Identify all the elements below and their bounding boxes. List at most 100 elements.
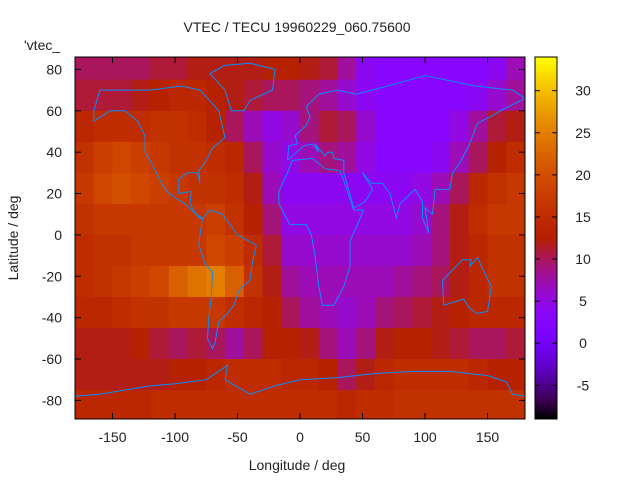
y-tick-label: 60 [46,103,62,119]
heatmap-cell [393,327,413,360]
heatmap-cell [506,110,526,143]
heatmap-cell [506,327,526,360]
heatmap-cell [150,359,170,391]
heatmap-cell [356,234,376,267]
heatmap-cell [187,110,207,143]
y-axis-label: Latitude / deg [5,196,21,281]
legend-label: 'vtec_ [24,37,60,53]
heatmap-cell [93,327,113,360]
heatmap-cell [281,79,301,112]
heatmap-cell [318,203,338,236]
heatmap-cell [112,57,132,81]
heatmap-cell [431,172,451,205]
heatmap-cell [75,57,95,81]
heatmap-cell [150,203,170,236]
heatmap-cell [225,265,245,298]
heatmap-cell [93,359,113,391]
heatmap-cell [112,141,132,174]
heatmap-cell [393,203,413,236]
heatmap-cell [225,57,245,81]
heatmap-cell [393,57,413,81]
heatmap-cell [112,359,132,391]
heatmap-cell [506,141,526,174]
heatmap-cell [506,296,526,329]
heatmap-cell [187,203,207,236]
heatmap-cell [75,172,95,205]
heatmap-cell [131,57,151,81]
heatmap-cell [356,327,376,360]
heatmap-cell [243,234,263,267]
heatmap-cell [75,234,95,267]
heatmap-cell [243,172,263,205]
heatmap-cell [168,141,188,174]
heatmap-cell [300,57,320,81]
heatmap-cell [393,172,413,205]
heatmap-cell [281,390,301,420]
heatmap-cell [262,141,282,174]
heatmap-cell [300,203,320,236]
coastline-north-america [93,85,226,219]
heatmap-cell [375,296,395,329]
heatmap-cell [356,172,376,205]
coastline-antarctica [74,364,526,397]
heatmap-cell [150,327,170,360]
heatmap-cell [487,234,507,267]
heatmap-cell [131,359,151,391]
heatmap-cell [356,265,376,298]
colorbar-tick-label: -5 [577,377,590,393]
heatmap-cell [337,141,357,174]
heatmap-cell [93,265,113,298]
heatmap-cell [431,203,451,236]
heatmap-cell [450,296,470,329]
heatmap-cell [412,79,432,112]
heatmap-cell [468,79,488,112]
heatmap-cell [187,265,207,298]
heatmap-cell [506,234,526,267]
heatmap-cell [431,141,451,174]
heatmap-cell [131,203,151,236]
heatmap-cell [281,296,301,329]
x-tick-label: 100 [413,429,437,445]
heatmap-cell [75,327,95,360]
heatmap-cell [150,79,170,112]
heatmap-cell [131,234,151,267]
heatmap-cell [450,57,470,81]
heatmap-cell [131,265,151,298]
heatmap-cell [225,203,245,236]
heatmap-cell [168,234,188,267]
heatmap-cell [487,327,507,360]
chart-title: VTEC / TECU 19960229_060.75600 [183,19,410,35]
y-tick-label: -80 [42,392,62,408]
heatmap-cell [300,390,320,420]
heatmap-cell [168,327,188,360]
heatmap-cell [262,172,282,205]
heatmap-cell [168,57,188,81]
coastlines [74,62,526,397]
heatmap-cell [375,172,395,205]
heatmap-cell [450,141,470,174]
colorbar-tick-label: 0 [579,335,587,351]
heatmap-cell [412,110,432,143]
heatmap-cell [337,110,357,143]
heatmap-cell [281,265,301,298]
heatmap-cell [75,141,95,174]
heatmap-cell [112,265,132,298]
colorbar-ticks: -5 0 5 10 15 20 25 30 [535,83,591,393]
heatmap-cell [375,57,395,81]
heatmap-cell [393,234,413,267]
heatmap-cell [131,172,151,205]
heatmap-cell [487,359,507,391]
heatmap-cell [468,390,488,420]
heatmap-cell [393,390,413,420]
heatmap-cell [468,57,488,81]
heatmap-cell [393,110,413,143]
heatmap-cell [506,390,526,420]
heatmap-cell [243,57,263,81]
heatmap-cell [450,234,470,267]
heatmap-cell [450,327,470,360]
heatmap-cell [300,265,320,298]
heatmap-cell [506,359,526,391]
heatmap-cell [506,79,526,112]
heatmap-cell [262,265,282,298]
heatmap-cell [243,203,263,236]
